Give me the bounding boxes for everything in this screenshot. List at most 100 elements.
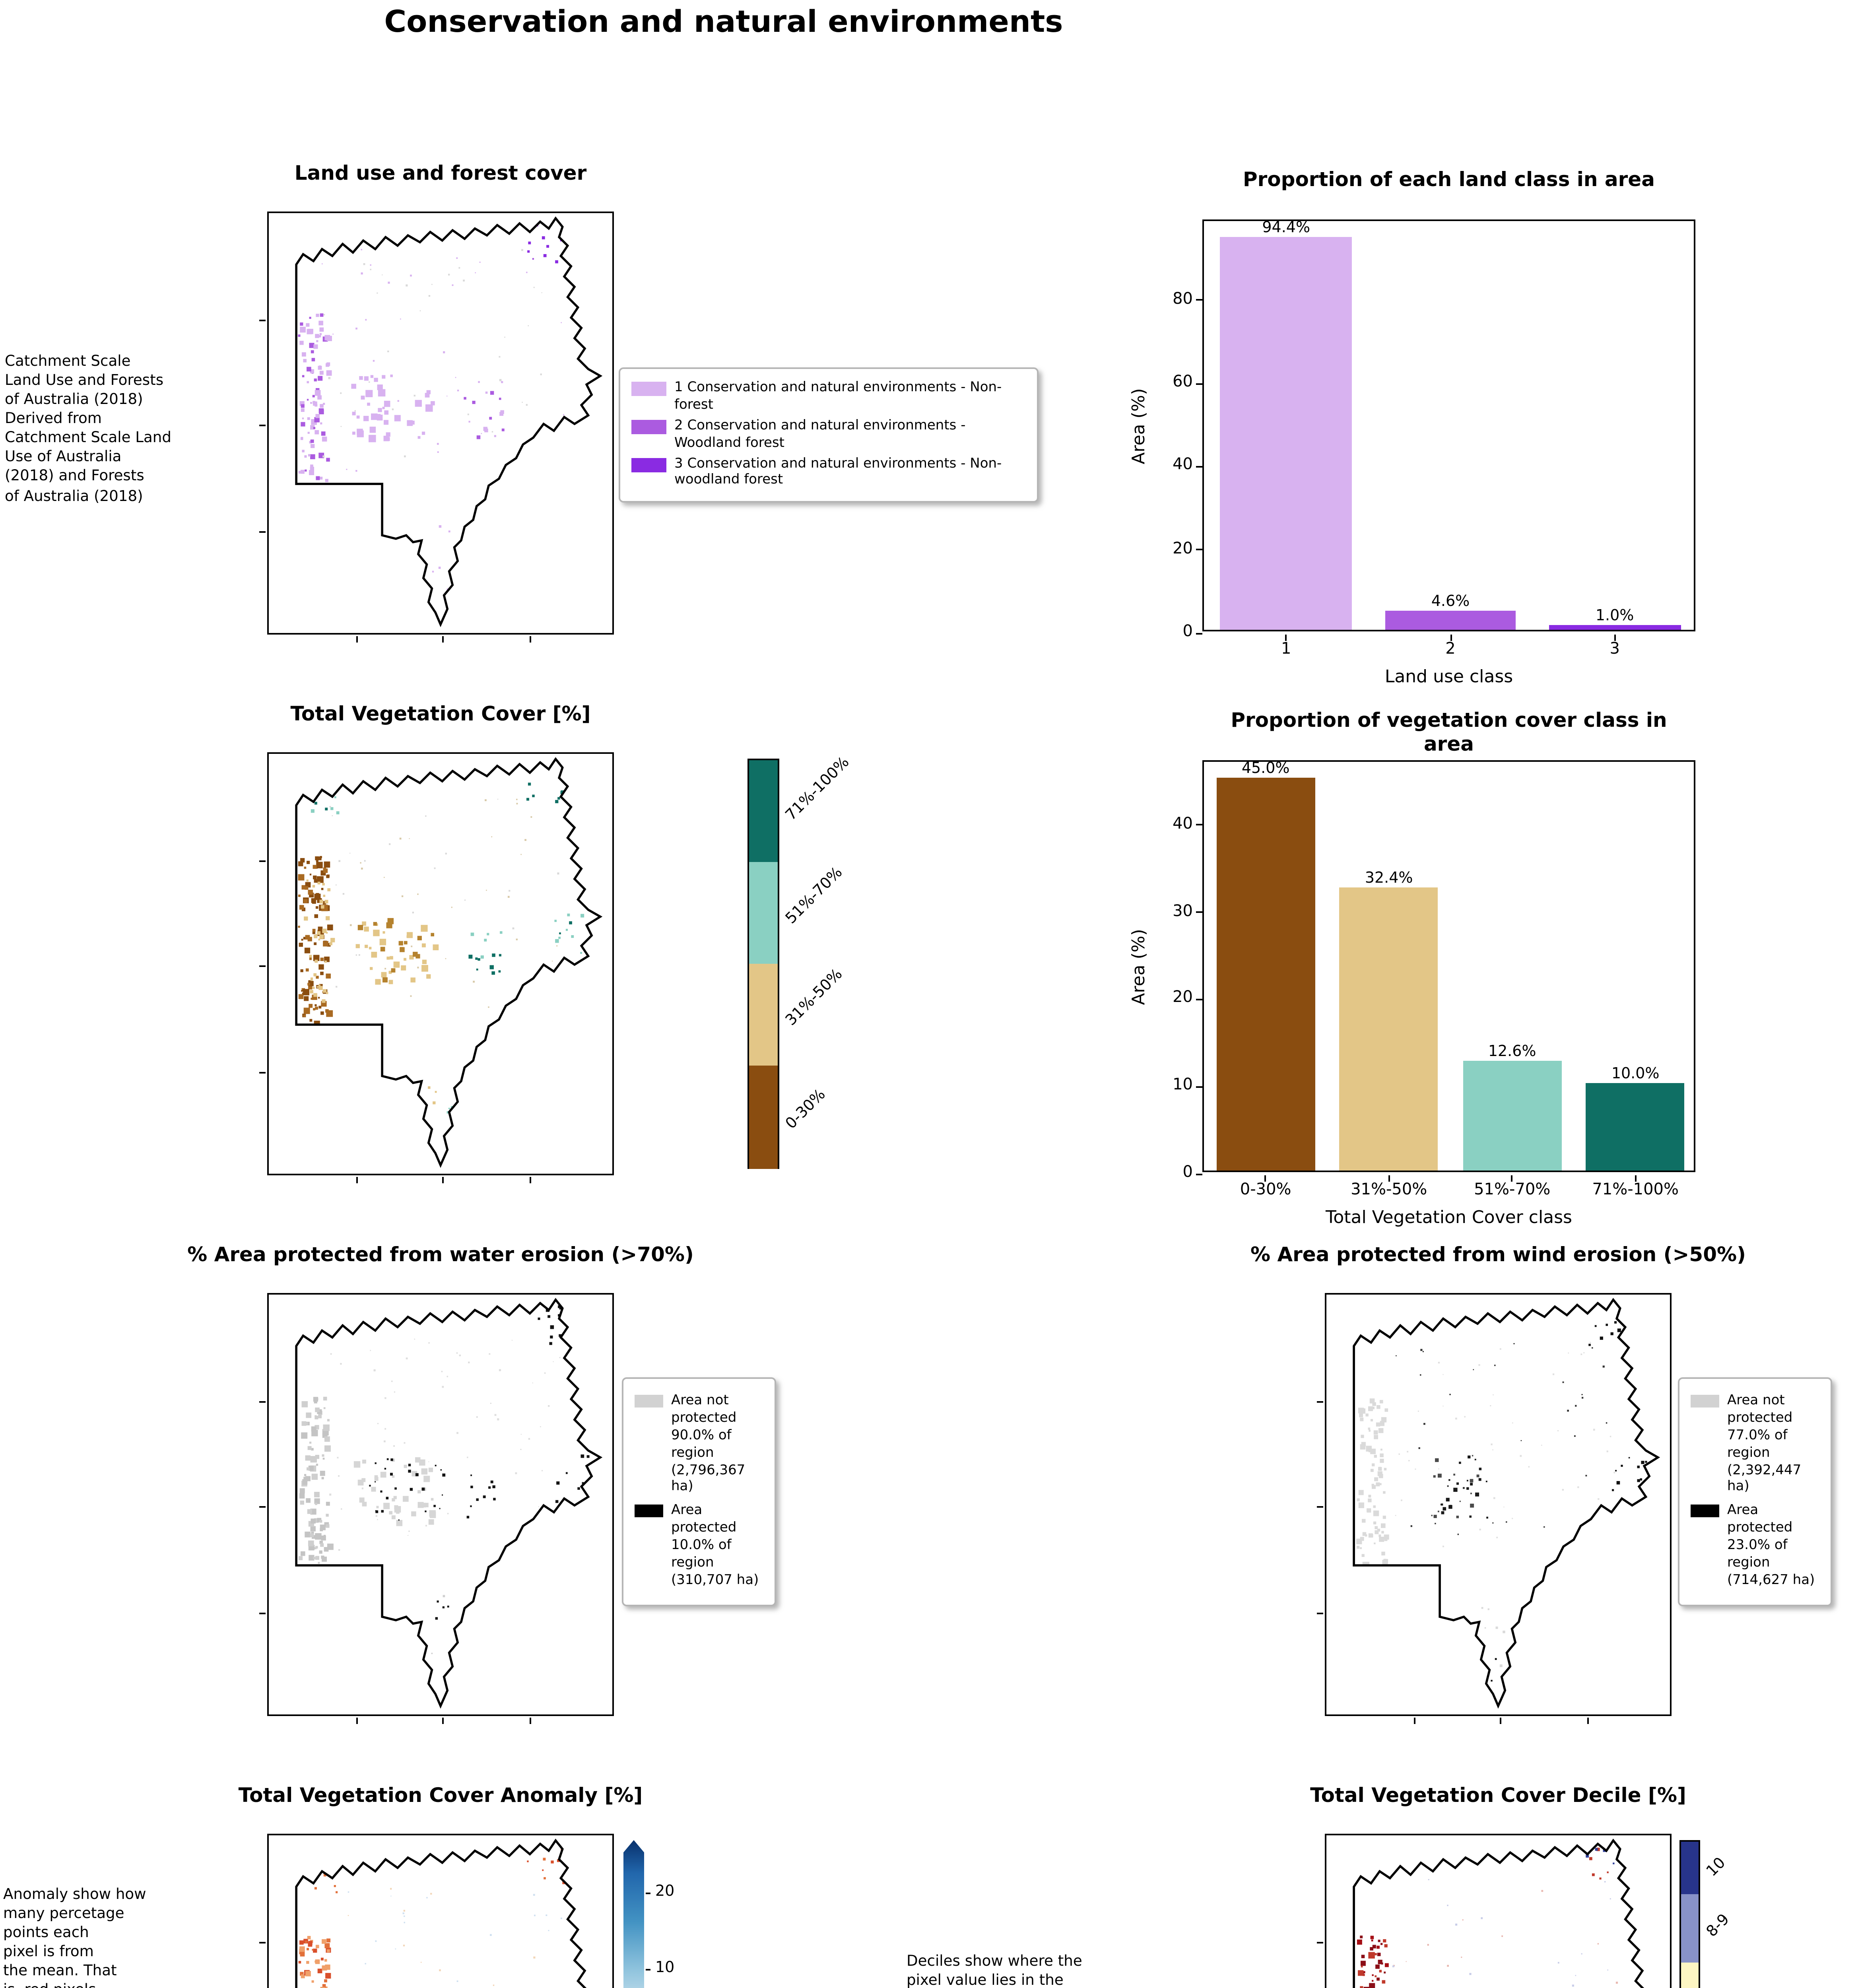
axis-tick xyxy=(259,1072,266,1074)
axis-tick xyxy=(259,1613,266,1614)
axis-tick xyxy=(1587,1718,1589,1724)
catchment-map-svg xyxy=(1353,1298,1660,1709)
decile-map xyxy=(1317,1834,1672,1988)
legend-entry: Area not protected 77.0% of region (2,39… xyxy=(1691,1393,1819,1497)
y-tick-label: 40 xyxy=(1173,457,1193,475)
y-tick-mark xyxy=(1196,1173,1202,1175)
axis-tick xyxy=(259,531,266,533)
y-tick-label: 30 xyxy=(1173,903,1193,920)
bar xyxy=(1220,237,1352,630)
catchment-map-svg xyxy=(295,1839,587,1988)
bar-value-label: 45.0% xyxy=(1241,761,1290,779)
axis-tick xyxy=(1317,1942,1323,1943)
bar-value-label: 4.6% xyxy=(1431,593,1470,611)
chart-plot-area: 0 10 20 30 40 45.0% 0-30% 32.4% 31%-50% 12.6% 51%-… xyxy=(1173,760,1695,1199)
axis-tick xyxy=(530,1718,531,1724)
speckle-layer xyxy=(298,1848,565,1988)
axis-tick xyxy=(1317,1401,1323,1403)
axis-tick xyxy=(259,1506,266,1508)
bar-value-label: 1.0% xyxy=(1595,608,1634,626)
landuse-source-note: Catchment Scale Land Use and Forests of … xyxy=(5,353,171,505)
colorbar-tick-label: 20 xyxy=(655,1883,675,1901)
y-tick-label: 20 xyxy=(1173,990,1193,1008)
chart-title: Proportion of each land class in area xyxy=(1243,167,1655,191)
legend-swatch-protected xyxy=(1691,1505,1719,1518)
colorbar-tick-label: 10 xyxy=(655,1959,675,1977)
bar xyxy=(1384,611,1516,630)
bar xyxy=(1586,1083,1685,1171)
colorbar-segment xyxy=(1681,1894,1699,1963)
anomaly-explanation-note: Anomaly show how many percetage points e… xyxy=(3,1886,146,1988)
y-tick-mark xyxy=(1196,382,1202,384)
y-tick-label: 60 xyxy=(1173,374,1193,391)
catchment-boundary xyxy=(295,216,603,627)
catchment-map-svg xyxy=(295,1298,603,1709)
x-tick-label: 1 xyxy=(1281,641,1291,658)
bar xyxy=(1216,778,1315,1171)
legend-swatch-nonwoodland xyxy=(631,457,666,472)
water-erosion-map xyxy=(259,1293,614,1724)
legend-label: Area not protected 77.0% of region (2,39… xyxy=(1727,1393,1802,1496)
decile-explanation-note: Deciles show where the pixel value lies … xyxy=(907,1953,1082,1988)
wind-erosion-title: % Area protected from wind erosion (>50%… xyxy=(1250,1242,1746,1266)
anomaly-map-title: Total Vegetation Cover Anomaly [%] xyxy=(238,1783,643,1807)
legend-entry: Area protected 23.0% of region (714,627 … xyxy=(1691,1503,1819,1590)
water-erosion-title: % Area protected from water erosion (>70… xyxy=(187,1242,694,1266)
x-tick-mark xyxy=(1450,635,1451,641)
axis-tick xyxy=(530,636,531,643)
axis-tick xyxy=(1414,1718,1415,1724)
axis-tick xyxy=(259,320,266,321)
axis-tick xyxy=(259,965,266,967)
colorbar-segment xyxy=(749,760,778,863)
catchment-boundary xyxy=(295,1298,603,1709)
catchment-map-svg xyxy=(295,757,603,1168)
vegcover-colorbar xyxy=(747,759,779,1169)
x-tick-label: 0-30% xyxy=(1240,1182,1291,1199)
colorbar-tick-label: 8-9 xyxy=(1703,1911,1734,1941)
axis-tick xyxy=(530,1177,531,1183)
x-axis-label: Land use class xyxy=(1384,666,1513,687)
landclass-bar-chart: Proportion of each land class in area 0 2… xyxy=(1091,159,1727,708)
colorbar-segment xyxy=(749,862,778,965)
legend-label: 3 Conservation and natural environments … xyxy=(674,456,1002,489)
catchment-boundary xyxy=(1353,1298,1660,1709)
legend-entry: Area not protected 90.0% of region (2,79… xyxy=(635,1393,763,1497)
speckle-layer xyxy=(298,1305,590,1656)
axis-tick xyxy=(1317,1613,1323,1614)
y-tick-label: 0 xyxy=(1182,1164,1193,1182)
chart-title: Proportion of vegetation cover class in … xyxy=(1231,708,1667,755)
y-tick-mark xyxy=(1196,632,1202,634)
x-tick-label: 2 xyxy=(1445,641,1456,658)
y-tick-label: 40 xyxy=(1173,815,1193,833)
bar-value-label: 94.4% xyxy=(1262,219,1311,237)
chart-plot-area: 0 20 40 60 80 94.4% 1 4.6% 2 1.0% 3 xyxy=(1173,219,1695,658)
y-tick-mark xyxy=(1196,911,1202,913)
axis-tick xyxy=(1317,1506,1323,1508)
y-tick-label: 80 xyxy=(1173,290,1193,308)
x-tick-mark xyxy=(1511,1175,1513,1182)
colorbar-tick-label: 71%-100% xyxy=(782,754,853,825)
bar-value-label: 32.4% xyxy=(1365,870,1413,888)
axis-tick xyxy=(356,636,358,643)
wind-erosion-map xyxy=(1317,1293,1672,1724)
x-tick-mark xyxy=(1285,635,1287,641)
anomaly-colorbar xyxy=(623,1840,644,1988)
legend-label: 2 Conservation and natural environments … xyxy=(674,418,966,451)
colorbar-segment xyxy=(749,964,778,1066)
axis-tick xyxy=(442,1177,444,1183)
axis-tick xyxy=(259,860,266,862)
x-tick-label: 3 xyxy=(1609,641,1620,658)
y-tick-mark xyxy=(1196,466,1202,468)
legend-label: Area not protected 90.0% of region (2,79… xyxy=(671,1393,746,1496)
legend-swatch-nonforest xyxy=(631,382,666,396)
y-tick-label: 0 xyxy=(1182,623,1193,641)
x-axis-label: Total Vegetation Cover class xyxy=(1325,1207,1572,1228)
axis-tick xyxy=(1500,1718,1501,1724)
legend-swatch-notprotected xyxy=(1691,1395,1719,1408)
speckle-layer xyxy=(1357,1848,1622,1988)
legend-entry: 1 Conservation and natural environments … xyxy=(631,380,1026,415)
x-tick-label: 51%-70% xyxy=(1474,1182,1551,1199)
decile-map-title: Total Vegetation Cover Decile [%] xyxy=(1310,1783,1686,1807)
legend-entry: 2 Conservation and natural environments … xyxy=(631,418,1026,452)
